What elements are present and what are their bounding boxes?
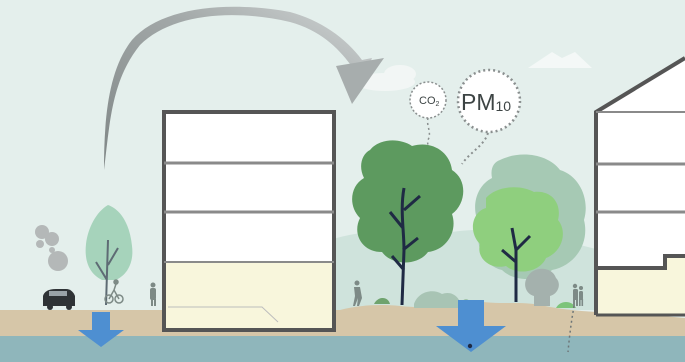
cloud-right xyxy=(528,52,592,68)
co2-label: CO xyxy=(419,95,436,107)
building-center xyxy=(162,110,336,332)
cyclist-icon xyxy=(104,279,124,304)
building-right xyxy=(594,56,685,317)
water-arrow-center xyxy=(436,300,506,352)
car-icon xyxy=(43,289,75,310)
pedestrian-park-icon xyxy=(353,280,362,306)
water-arrow-left xyxy=(78,312,124,347)
park-tree-light xyxy=(472,187,563,302)
pm10-subscript: 10 xyxy=(496,98,512,114)
ground-shrubs xyxy=(374,291,576,308)
svg-text:CO2: CO2 xyxy=(419,95,440,108)
water-table xyxy=(0,336,685,362)
bush-grey xyxy=(525,268,559,306)
infiltration-path xyxy=(567,305,575,353)
air-flow-arrow-head xyxy=(336,58,384,104)
pm10-label: PM xyxy=(461,89,496,115)
pm10-bubble: PM10 xyxy=(456,68,522,165)
park-tree-dark xyxy=(352,140,464,306)
pedestrian-icon xyxy=(150,282,156,306)
svg-text:PM10: PM10 xyxy=(461,89,511,115)
pollution-particles xyxy=(35,225,68,271)
co2-subscript: 2 xyxy=(436,101,440,108)
street-tree-left xyxy=(85,205,133,306)
couple-pedestrians-icon xyxy=(572,283,584,306)
